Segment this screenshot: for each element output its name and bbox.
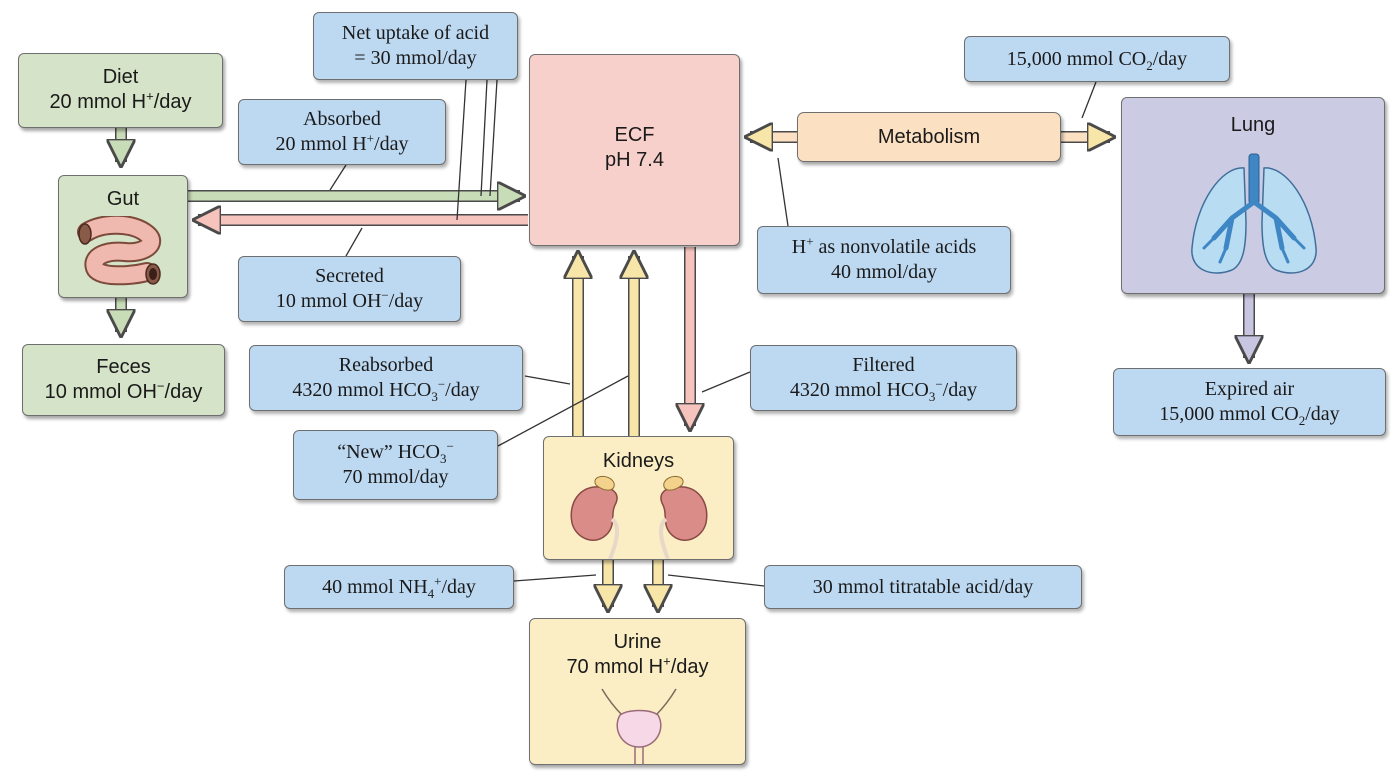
note-new-bicarbonate: “New” HCO3− 70 mmol/day: [293, 430, 498, 500]
leader-new-bicarb: [497, 375, 629, 447]
leader-absorbed: [329, 164, 347, 191]
kidneys-label: Kidneys: [602, 450, 675, 472]
note-expired-air: Expired air 15,000 mmol CO2/day: [1113, 368, 1386, 436]
bladder-icon: [601, 688, 677, 765]
leader-net-uptake-1: [456, 79, 467, 221]
ecf-box: ECF pH 7.4: [529, 54, 740, 246]
diet-box: Diet 20 mmol H+/day: [18, 53, 223, 128]
urine-box: Urine 70 mmol H+/day: [529, 618, 746, 765]
leader-filtered: [701, 371, 751, 393]
urine-amount: 70 mmol H+/day: [566, 653, 709, 678]
leader-net-uptake-2: [480, 79, 488, 197]
kidneys-box: Kidneys: [543, 436, 734, 560]
note-ammonium: 40 mmol NH4+/day: [284, 565, 514, 609]
feces-box: Feces 10 mmol OH−/day: [22, 344, 225, 416]
kidney-icon: [570, 476, 708, 559]
leader-reabsorbed: [524, 375, 571, 385]
note-co2-production: 15,000 mmol CO2/day: [964, 36, 1230, 82]
note-reabsorbed: Reabsorbed 4320 mmol HCO3−/day: [249, 345, 523, 411]
leader-co2: [1081, 81, 1097, 119]
diet-title: Diet: [102, 66, 139, 88]
note-titratable-acid: 30 mmol titratable acid/day: [764, 565, 1082, 609]
note-net-uptake: Net uptake of acid = 30 mmol/day: [313, 12, 518, 80]
lung-box: Lung: [1121, 97, 1385, 294]
metabolism-box: Metabolism: [797, 112, 1061, 162]
lung-label: Lung: [1230, 114, 1276, 136]
ecf-title: ECF: [614, 124, 655, 146]
leader-titratable: [667, 574, 765, 587]
leader-lines: [329, 79, 1097, 587]
gut-label: Gut: [106, 188, 140, 210]
note-secreted: Secreted 10 mmol OH−/day: [238, 256, 461, 322]
ecf-ph: pH 7.4: [605, 149, 664, 171]
note-filtered: Filtered 4320 mmol HCO3−/day: [750, 345, 1017, 411]
diet-amount: 20 mmol H+/day: [49, 88, 192, 113]
metabolism-label: Metabolism: [877, 126, 981, 148]
feces-title: Feces: [96, 356, 151, 378]
gut-box: Gut: [58, 175, 188, 298]
leader-nonvolatile: [777, 157, 789, 227]
note-nonvolatile-acids: H+ as nonvolatile acids 40 mmol/day: [757, 226, 1011, 294]
urine-title: Urine: [613, 631, 662, 653]
feces-amount: 10 mmol OH−/day: [44, 378, 203, 403]
intestine-icon: [77, 216, 161, 286]
lungs-icon: [1191, 153, 1317, 274]
leader-ammonium: [513, 574, 597, 582]
leader-secreted: [345, 227, 363, 257]
leader-net-uptake-3: [489, 79, 498, 197]
note-absorbed: Absorbed 20 mmol H+/day: [238, 99, 446, 165]
